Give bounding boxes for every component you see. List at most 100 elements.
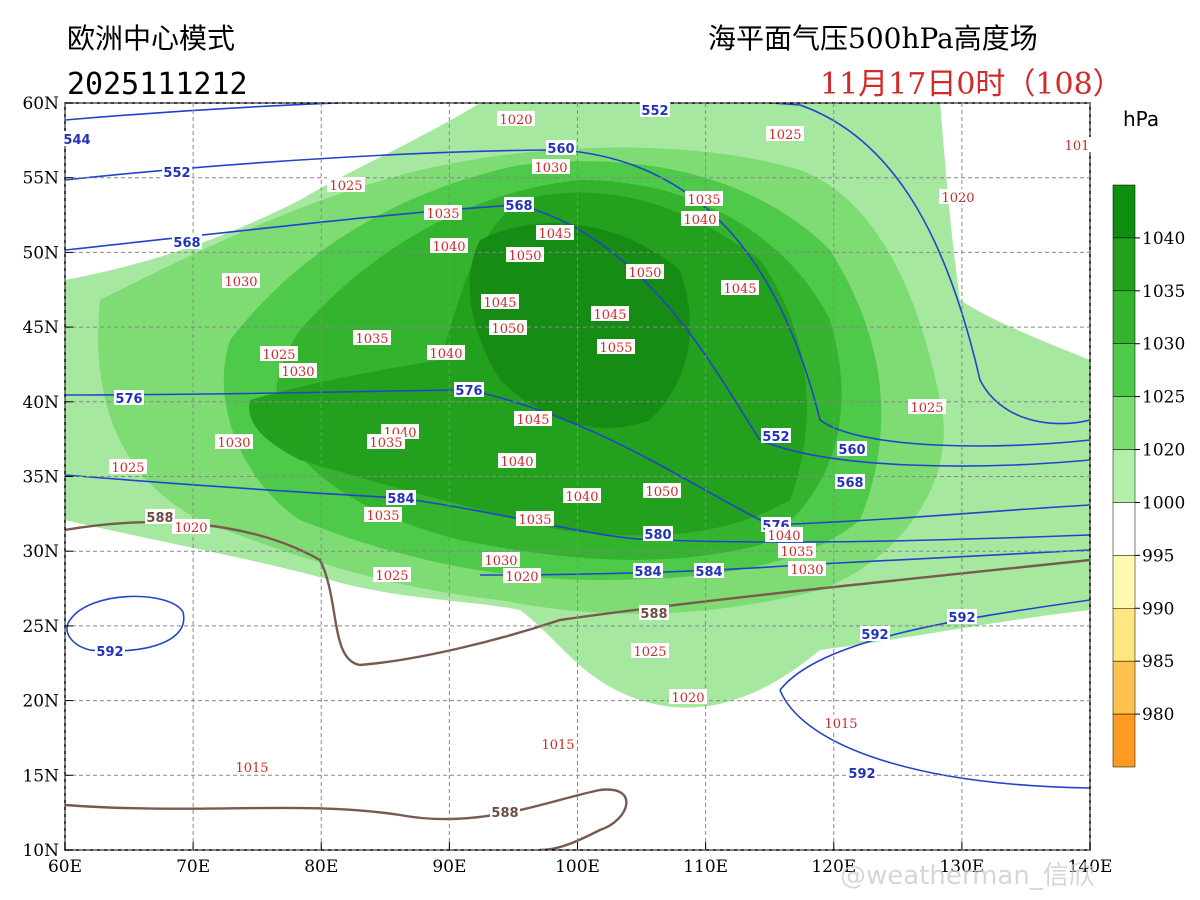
- label-box: [260, 346, 298, 361]
- height-label: 592: [848, 767, 875, 782]
- pressure-label: 1040: [432, 240, 465, 255]
- lat-tick-label: 20N: [22, 692, 59, 712]
- label-box: [643, 483, 681, 498]
- label-box: [860, 626, 890, 641]
- pressure-label: 1015: [235, 761, 268, 776]
- height-label: 576: [115, 392, 142, 407]
- label-box: [681, 211, 719, 226]
- pressure-label: 1030: [790, 563, 823, 578]
- label-box: [947, 609, 977, 624]
- label-box: [822, 715, 860, 730]
- height-label: 588: [491, 806, 518, 821]
- lon-tick-label: 140E: [1068, 857, 1113, 877]
- height-label: 584: [387, 492, 414, 507]
- lon-tick-label: 70E: [176, 857, 210, 877]
- contour-labels: 544 552 552 560 568 568 576 576 552 560 568 584 580 5…: [62, 102, 1096, 821]
- lat-tick-label: 15N: [22, 766, 59, 786]
- colorbar-swatch: [1112, 502, 1136, 556]
- pressure-label: 1020: [671, 691, 704, 706]
- label-box: [639, 605, 669, 620]
- label-box: [327, 177, 365, 192]
- pressure-label: 1050: [645, 485, 678, 500]
- label-box: [172, 519, 210, 534]
- height-label: 592: [861, 628, 888, 643]
- colorbar-label: 1030: [1142, 335, 1185, 355]
- label-box: [427, 345, 465, 360]
- pressure-label: 1045: [593, 308, 626, 323]
- lat-tick-label: 10N: [22, 841, 59, 861]
- label-box: [591, 306, 629, 321]
- colorbar-label: 1040: [1142, 229, 1185, 249]
- lat-tick-label: 50N: [22, 243, 59, 263]
- label-box: [640, 102, 670, 117]
- label-box: [497, 111, 535, 126]
- pressure-label: 1040: [429, 347, 462, 362]
- label-box: [114, 390, 144, 405]
- height-label: 584: [634, 565, 661, 580]
- pressure-label: 1025: [262, 348, 295, 363]
- height-label: 552: [762, 430, 789, 445]
- height-label: 584: [695, 565, 722, 580]
- label-box: [353, 330, 391, 345]
- colorbar-swatch: [1112, 184, 1136, 239]
- lat-tick-label: 40N: [22, 393, 59, 413]
- colorbar-label: 1025: [1142, 388, 1185, 408]
- colorbar-label: 1000: [1142, 493, 1185, 513]
- label-box: [536, 225, 574, 240]
- label-box: [386, 490, 416, 505]
- pressure-label: 101: [1065, 139, 1090, 154]
- label-box: [233, 759, 271, 774]
- pressure-label: 1050: [628, 266, 661, 281]
- lat-tick-label: 25N: [22, 617, 59, 637]
- colorbar-swatch: [1112, 660, 1136, 715]
- pressure-label: 1025: [768, 128, 801, 143]
- label-box: [516, 511, 554, 526]
- height-label: 552: [163, 166, 190, 181]
- pressure-label: 1040: [767, 529, 800, 544]
- pressure-label: 1035: [366, 509, 399, 524]
- label-box: [367, 434, 405, 449]
- label-box: [279, 363, 317, 378]
- map-fill: [65, 103, 1090, 850]
- label-box: [685, 191, 723, 206]
- pressure-label: 1030: [224, 275, 257, 290]
- pressure-label: 1050: [508, 249, 541, 264]
- label-box: [503, 568, 541, 583]
- pressure-label: 1040: [565, 490, 598, 505]
- colorbar-swatch: [1112, 237, 1136, 292]
- label-box: [481, 294, 519, 309]
- pressure-label: 1025: [111, 461, 144, 476]
- height-label: 588: [640, 607, 667, 622]
- label-box: [835, 474, 865, 489]
- lon-tick-label: 130E: [939, 857, 984, 877]
- lat-tick-label: 55N: [22, 169, 59, 189]
- product-name: 海平面气压500hPa高度场: [708, 22, 1038, 55]
- pressure-label: 1020: [941, 191, 974, 206]
- colorbar-swatch: [1112, 396, 1136, 450]
- label-box: [788, 561, 826, 576]
- pressure-label: 1035: [426, 207, 459, 222]
- label-box: [215, 434, 253, 449]
- lat-tick-label: 30N: [22, 542, 59, 562]
- height-label: 568: [836, 476, 863, 491]
- pressure-label: 1035: [518, 513, 551, 528]
- lon-tick-label: 100E: [555, 857, 600, 877]
- pressure-label: 1050: [491, 322, 524, 337]
- valid-time: 11月17日0时（108）: [820, 67, 1123, 102]
- label-box: [222, 273, 260, 288]
- label-box: [489, 320, 527, 335]
- pressure-label: 1040: [500, 455, 533, 470]
- label-box: [721, 280, 759, 295]
- label-box: [626, 264, 664, 279]
- label-box: [490, 804, 520, 819]
- init-time: 2025111212: [67, 67, 248, 102]
- height-label: 568: [505, 199, 532, 214]
- height-label: 580: [644, 528, 671, 543]
- height-label: 592: [948, 611, 975, 626]
- colorbar-label: 985: [1142, 652, 1174, 672]
- label-box: [643, 526, 673, 541]
- height-label: 568: [173, 236, 200, 251]
- pressure-label: 1030: [484, 554, 517, 569]
- label-box: [1058, 137, 1096, 152]
- lat-tick-label: 45N: [22, 318, 59, 338]
